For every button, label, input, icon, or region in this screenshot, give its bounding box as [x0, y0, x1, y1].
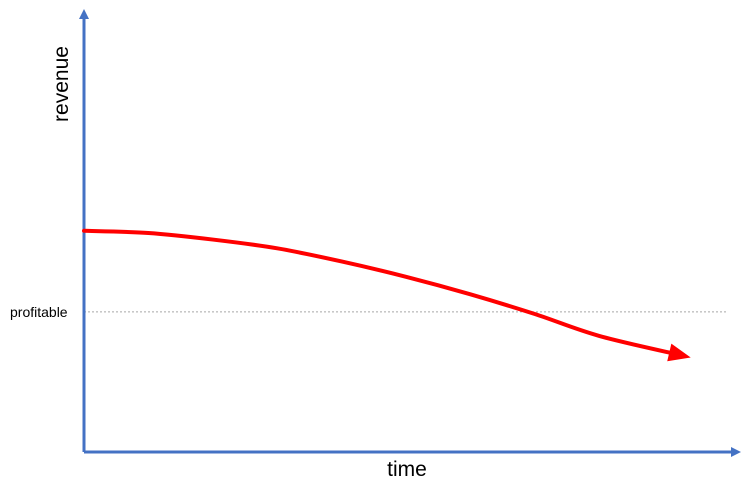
series-arrowhead-0 [667, 343, 691, 362]
series-line-0 [82, 228, 685, 358]
y-axis-title: revenue [50, 46, 73, 122]
series-layer [82, 228, 691, 362]
reference-line-label: profitable [10, 304, 68, 320]
x-axis-title: time [387, 458, 427, 481]
